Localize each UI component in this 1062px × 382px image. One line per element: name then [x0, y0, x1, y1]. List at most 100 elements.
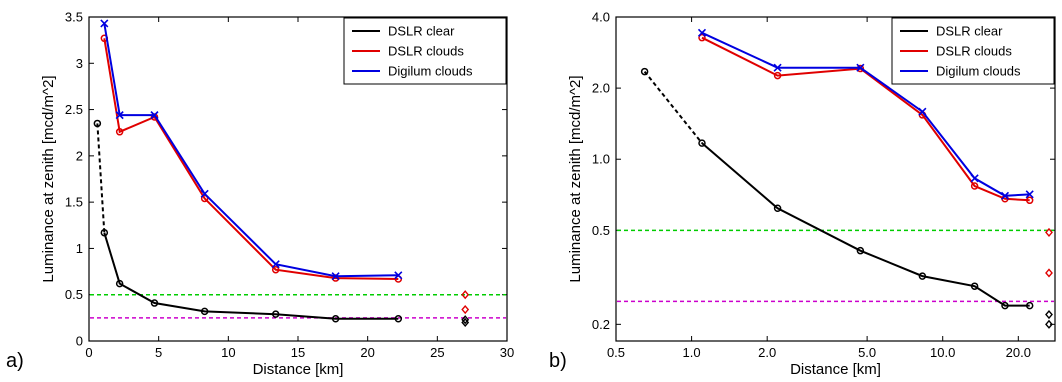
chart1-series-3-point-stroke — [331, 272, 340, 281]
chart2-series-1-point — [640, 67, 649, 76]
chart2-series-3-point-stroke — [970, 174, 979, 183]
chart2-series-3-point — [1025, 190, 1034, 199]
chart1-series-3-point — [394, 271, 403, 280]
chart2-y-tick-label: 0.2 — [592, 317, 610, 332]
chart1-x-tick-label: 25 — [430, 345, 444, 360]
chart1-legend-label-2: DSLR clouds — [388, 44, 464, 59]
chart1-y-tick-label: 0 — [76, 334, 83, 349]
chart2-series-1-line — [701, 142, 1030, 307]
chart2-series-3-point-stroke — [697, 28, 707, 37]
chart1-series-3-point-stroke — [115, 111, 124, 120]
chart1-y-tick-label: 3.5 — [65, 10, 83, 25]
chart1-series-3-point-stroke — [200, 189, 209, 198]
chart1-series-3-point — [115, 111, 124, 120]
chart1-x-tick-label: 20 — [360, 345, 374, 360]
chart2-x-tick-label: 20.0 — [1006, 345, 1031, 360]
chart1-y-tick-label: 1 — [76, 241, 83, 256]
chart1-series-2-point — [200, 194, 209, 203]
chart1-extra-point — [461, 317, 470, 328]
chart1-extra-point — [461, 290, 470, 300]
chart1-series-1-point — [115, 279, 124, 288]
chart2-x-tick-label: 5.0 — [858, 345, 876, 360]
chart1-series-2-point — [331, 274, 340, 282]
chart1-series-1-point — [150, 299, 159, 307]
chart2-series-3-point — [970, 174, 979, 183]
chart2-series-2-point — [1025, 196, 1034, 205]
chart1-y-tick-label: 1.5 — [65, 195, 83, 210]
chart2-extra-point — [1045, 319, 1053, 329]
chart1-legend-label-1: DSLR clear — [388, 24, 455, 39]
chart2-series-3-point — [918, 107, 927, 116]
chart1-y-tick-label: 2.5 — [65, 102, 83, 117]
chart2-series-3-point-stroke — [773, 63, 782, 72]
chart2-series-2-point — [773, 71, 782, 80]
chart2-series-3-point — [856, 63, 865, 72]
chart1-series-3-point-stroke — [271, 260, 280, 269]
chart2-series-2-point — [698, 33, 706, 42]
chart1-extra-point — [461, 304, 470, 315]
chart1-series-2-line — [103, 38, 399, 280]
chart2-series-1-dashed-segment — [643, 70, 703, 144]
chart2-x-tick-label: 2.0 — [758, 345, 776, 360]
chart2-series-3-point-stroke — [1000, 191, 1010, 200]
chart2-y-tick-label: 2.0 — [592, 81, 610, 96]
chart1-series-3-point — [200, 189, 209, 198]
chart2-extra-point — [1045, 309, 1053, 320]
chart1-x-axis-label: Distance [km] — [253, 361, 344, 378]
chart1-y-tick-label: 0.5 — [65, 287, 83, 302]
chart2-x-tick-label: 0.5 — [607, 345, 625, 360]
chart2-series-1-point — [773, 204, 782, 213]
chart2-x-tick-label: 10.0 — [930, 345, 955, 360]
chart1-series-1-point — [394, 315, 403, 323]
chart2-extra-point — [1045, 227, 1053, 237]
chart1-x-tick-label: 0 — [85, 345, 92, 360]
chart2-y-tick-label: 1.0 — [592, 152, 610, 167]
chart1-series-2-point — [115, 128, 124, 136]
chart2-x-axis-label: Distance [km] — [790, 361, 881, 378]
chart1-series-3-point-stroke — [100, 19, 109, 28]
chart1-series-3-point — [100, 19, 109, 28]
chart2-series-1-point — [970, 282, 979, 290]
chart1-series-3-point — [271, 260, 280, 269]
chart2-extra-point — [1045, 268, 1053, 278]
chart1-series-2-point — [271, 265, 280, 274]
chart1-series-1-point — [331, 315, 340, 323]
chart2-series-1-point — [918, 272, 927, 280]
chart1-x-tick-label: 15 — [291, 345, 305, 360]
chart1-x-tick-label: 5 — [155, 345, 162, 360]
chart2-y-tick-label: 0.5 — [592, 223, 610, 238]
chart2-y-tick-label: 4.0 — [592, 10, 610, 25]
chart2-series-3-point — [773, 63, 782, 72]
chart1-y-tick-label: 2 — [76, 148, 83, 163]
chart1-series-3-point — [150, 111, 159, 120]
chart1-series-1-line — [103, 232, 399, 320]
chart2-legend-label-1: DSLR clear — [936, 24, 1003, 39]
chart1-series-1-point — [200, 307, 209, 316]
chart2-series-1-point — [1001, 301, 1009, 310]
chart1-y-axis-label: Luminance at zenith [mcd/m^2] — [40, 75, 57, 282]
chart2-panel-label: b) — [549, 350, 567, 372]
chart1-series-3-point-stroke — [394, 271, 403, 280]
chart2-y-axis-label: Luminance at zenith [mcd/m^2] — [567, 75, 584, 282]
chart1-series-3-point-stroke — [150, 111, 159, 120]
chart1-x-tick-label: 30 — [500, 345, 514, 360]
chart2-series-1-point — [1025, 301, 1034, 310]
chart2-series-2-line — [701, 36, 1030, 202]
chart1-legend-label-3: Digilum clouds — [388, 64, 473, 79]
chart2-series-2-point — [970, 182, 979, 190]
chart1-panel-label: a) — [6, 350, 24, 372]
chart2-legend-label-2: DSLR clouds — [936, 44, 1012, 59]
chart1-series-1-point — [100, 228, 109, 237]
chart1-series-1-point — [271, 310, 280, 318]
chart2-series-1-point — [856, 246, 865, 255]
chart2-series-3-point — [1000, 191, 1010, 200]
chart2-series-3-point-stroke — [918, 107, 927, 116]
chart1-series-1-point — [93, 119, 102, 128]
chart2-series-3-point-stroke — [856, 63, 865, 72]
chart1-extra-point — [461, 315, 470, 325]
chart1-series-1-dashed-segment — [96, 123, 106, 233]
chart2-x-tick-label: 1.0 — [683, 345, 701, 360]
chart2-series-1-point — [698, 139, 706, 147]
chart2-series-3-point-stroke — [1025, 190, 1034, 199]
